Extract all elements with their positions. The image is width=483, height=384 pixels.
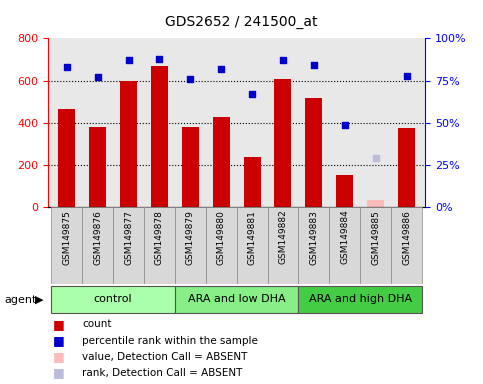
Bar (213, 117, 230, 207)
Text: ■: ■ (53, 318, 65, 331)
Bar (151, 66, 168, 207)
Text: GSM149876: GSM149876 (93, 210, 102, 265)
Bar (175, 207, 206, 284)
Bar (120, 81, 137, 207)
Bar (237, 207, 268, 284)
Text: value, Detection Call = ABSENT: value, Detection Call = ABSENT (82, 352, 247, 362)
Text: GSM149881: GSM149881 (248, 210, 256, 265)
Text: count: count (82, 319, 112, 329)
Bar (51, 207, 82, 284)
Point (217, 66, 225, 72)
Bar (268, 207, 298, 284)
Point (63, 64, 71, 70)
Bar (206, 207, 237, 284)
Point (156, 56, 163, 62)
Bar (51, 286, 175, 313)
Text: ■: ■ (53, 350, 65, 363)
Text: control: control (94, 294, 132, 304)
Point (310, 62, 318, 68)
Text: GSM149875: GSM149875 (62, 210, 71, 265)
Text: agent: agent (5, 295, 37, 305)
Text: GSM149880: GSM149880 (217, 210, 226, 265)
Bar (182, 127, 199, 207)
Text: ARA and high DHA: ARA and high DHA (309, 294, 412, 304)
Text: ■: ■ (53, 334, 65, 347)
Point (186, 76, 194, 82)
Point (372, 155, 380, 161)
Bar (360, 207, 391, 284)
Bar (175, 286, 298, 313)
Bar (367, 200, 384, 207)
Text: GSM149879: GSM149879 (186, 210, 195, 265)
Bar (243, 157, 261, 207)
Point (248, 91, 256, 97)
Bar (89, 127, 106, 207)
Bar (329, 207, 360, 284)
Text: GSM149883: GSM149883 (310, 210, 318, 265)
Point (403, 73, 411, 79)
Text: ▶: ▶ (35, 295, 43, 305)
Bar (58, 109, 75, 207)
Bar (144, 207, 175, 284)
Bar (274, 78, 291, 207)
Text: percentile rank within the sample: percentile rank within the sample (82, 336, 258, 346)
Text: GSM149878: GSM149878 (155, 210, 164, 265)
Bar (398, 128, 415, 207)
Bar (113, 207, 144, 284)
Point (94, 74, 101, 80)
Bar (305, 98, 322, 207)
Text: GSM149884: GSM149884 (340, 210, 349, 265)
Point (125, 57, 132, 63)
Bar (298, 207, 329, 284)
Text: ARA and low DHA: ARA and low DHA (188, 294, 285, 304)
Bar (82, 207, 113, 284)
Bar (391, 207, 422, 284)
Bar (336, 175, 353, 207)
Text: GSM149882: GSM149882 (279, 210, 287, 265)
Point (341, 121, 349, 127)
Text: GDS2652 / 241500_at: GDS2652 / 241500_at (165, 15, 318, 29)
Bar (298, 286, 422, 313)
Point (279, 57, 287, 63)
Text: rank, Detection Call = ABSENT: rank, Detection Call = ABSENT (82, 368, 242, 378)
Text: ■: ■ (53, 366, 65, 379)
Text: GSM149886: GSM149886 (402, 210, 411, 265)
Text: GSM149877: GSM149877 (124, 210, 133, 265)
Text: GSM149885: GSM149885 (371, 210, 380, 265)
